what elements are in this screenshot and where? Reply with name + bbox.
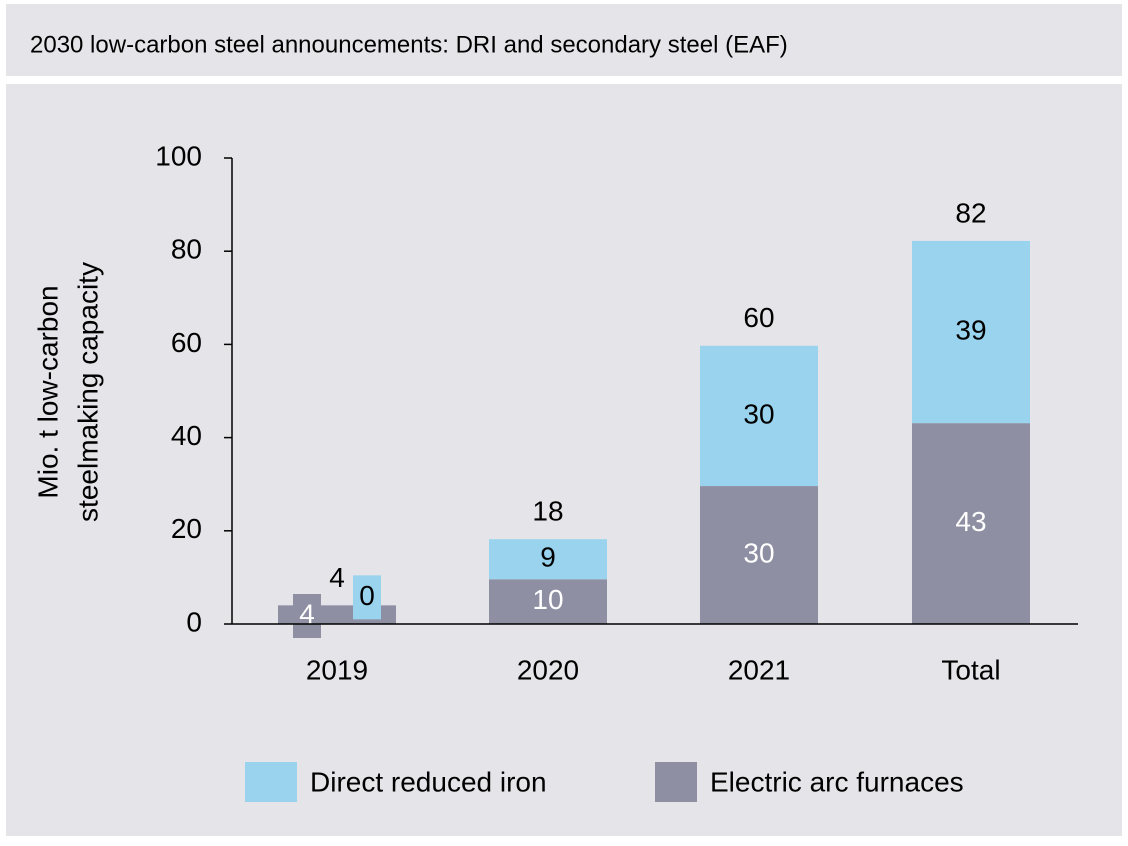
label-box [353,575,381,620]
chart-title: 2030 low-carbon steel announcements: DRI… [30,31,788,58]
total-label: 82 [955,197,986,228]
y-tick-label: 0 [186,606,202,637]
x-tick-label: Total [941,654,1000,685]
total-label: 4 [329,562,345,593]
y-tick-label: 60 [171,327,202,358]
bar-segment [700,486,818,624]
legend-swatch [245,762,297,802]
data-label: 30 [743,398,774,429]
title-panel [6,4,1122,76]
bar-segment [489,579,607,624]
bar-segment [489,539,607,580]
y-tick-label: 80 [171,234,202,265]
x-tick-label: 2020 [517,654,579,685]
y-axis-label: steelmaking capacity [72,262,103,522]
bar-segment [912,240,1030,424]
data-label: 4 [299,598,315,629]
legend-swatch [655,762,697,802]
y-axis-label: Mio. t low-carbon [32,285,63,498]
y-tick-label: 100 [155,140,202,171]
data-label: 43 [955,506,986,537]
data-label: 10 [532,584,563,615]
legend-label: Electric arc furnaces [710,766,964,797]
bar-segment [700,345,818,487]
data-label: 0 [359,580,375,611]
legend-label: Direct reduced iron [310,766,547,797]
data-label: 9 [540,542,556,573]
data-label: 39 [955,314,986,345]
total-label: 60 [743,302,774,333]
data-label: 30 [743,537,774,568]
label-box [293,594,321,638]
x-tick-label: 2021 [728,654,790,685]
y-tick-label: 20 [171,513,202,544]
x-tick-label: 2019 [306,654,368,685]
bar-segment [912,423,1030,624]
total-label: 18 [532,496,563,527]
y-tick-label: 40 [171,420,202,451]
